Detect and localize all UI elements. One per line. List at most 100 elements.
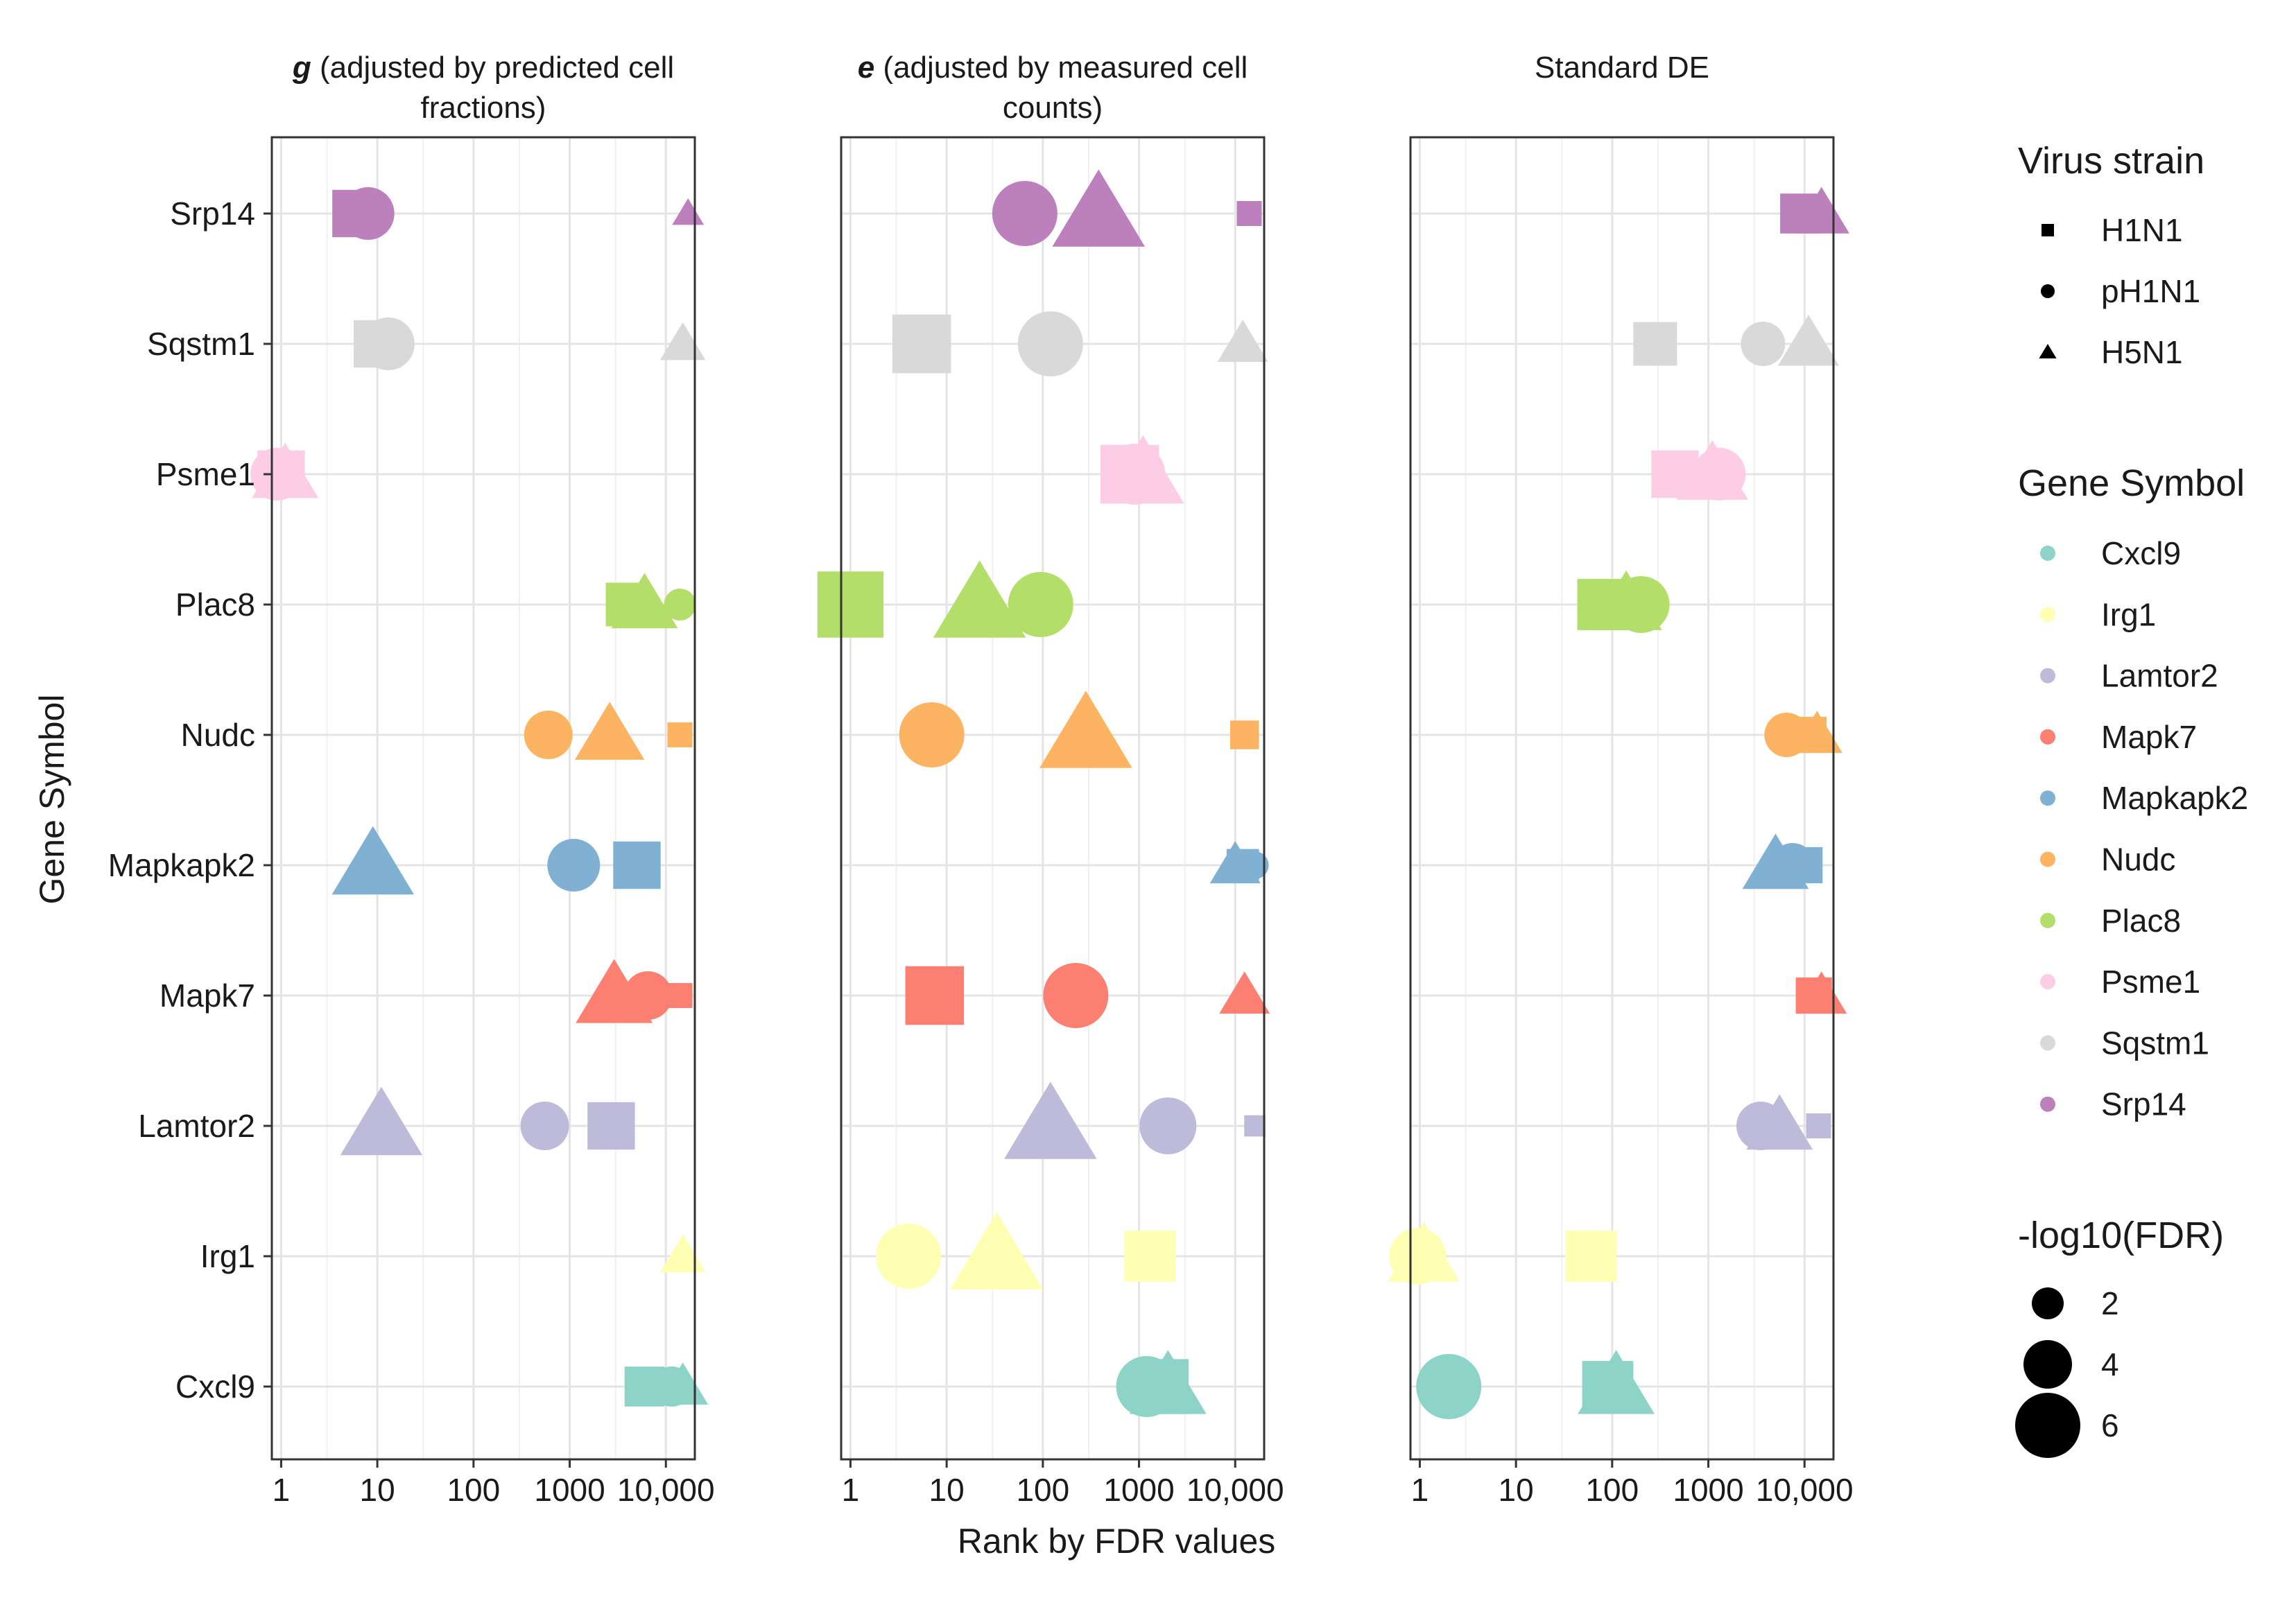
legend-swatch-irg1	[2040, 607, 2055, 623]
legend-gene-label: Irg1	[2101, 596, 2156, 632]
point-srp14-h5n1	[1052, 169, 1146, 247]
point-nudc-ph1n1	[524, 711, 573, 759]
point-nudc-h5n1	[1039, 691, 1132, 768]
legend-swatch-nudc	[2040, 851, 2055, 867]
point-lamtor2-h1n1	[587, 1102, 635, 1150]
legend-gene-label: Lamtor2	[2101, 658, 2218, 694]
legend-strain-title: Virus strain	[2018, 140, 2204, 182]
point-sqstm1-h1n1	[892, 314, 951, 374]
point-irg1-h1n1	[1565, 1231, 1616, 1282]
legend-strain-label: pH1N1	[2101, 273, 2200, 309]
point-plac8-ph1n1	[664, 589, 696, 620]
y-tick-label: Srp14	[170, 196, 255, 232]
legend-size-label: 6	[2101, 1407, 2119, 1443]
panel-border	[270, 136, 696, 1461]
point-lamtor2-h1n1	[1806, 1113, 1831, 1138]
point-lamtor2-h1n1	[1244, 1115, 1266, 1137]
legend-gene-label: Nudc	[2101, 842, 2175, 878]
point-lamtor2-ph1n1	[520, 1102, 569, 1150]
point-mapkapk2-ph1n1	[1241, 851, 1269, 879]
y-tick-label: Plac8	[175, 587, 255, 623]
panel-title: g (adjusted by predicted cell	[292, 51, 674, 85]
point-irg1-h5n1	[1388, 1222, 1460, 1282]
point-mapk7-h1n1	[905, 966, 965, 1025]
point-sqstm1-ph1n1	[361, 318, 415, 370]
point-cxcl9-h5n1	[1578, 1350, 1655, 1414]
y-axis-label: Gene Symbol	[33, 695, 71, 905]
point-lamtor2-h5n1	[340, 1086, 423, 1156]
x-tick-label: 10	[1499, 1472, 1534, 1508]
legend-size-circle	[2032, 1287, 2064, 1319]
point-plac8-h1n1	[817, 571, 884, 638]
y-tick-label: Mapk7	[159, 978, 255, 1014]
legend-size-title: -log10(FDR)	[2018, 1215, 2224, 1256]
x-tick-label: 100	[1016, 1472, 1069, 1508]
legend-gene-label: Sqstm1	[2101, 1025, 2209, 1061]
point-irg1-h5n1	[950, 1212, 1043, 1289]
panel-2: 1 10 100 1000 10,000 e (adjusted by measured …	[817, 51, 1284, 1508]
panel-title: Standard DE	[1535, 51, 1709, 85]
point-mapkapk2-ph1n1	[547, 839, 601, 892]
panel-title: e (adjusted by measured cell	[858, 51, 1248, 85]
y-tick-label: Sqstm1	[147, 326, 255, 362]
legend-gene-label: Srp14	[2101, 1086, 2186, 1122]
point-nudc-h5n1	[1791, 711, 1842, 754]
point-cxcl9-h5n1	[1129, 1350, 1207, 1414]
legend-gene-label: Mapk7	[2101, 719, 2197, 755]
point-psme1-ph1n1	[1693, 448, 1746, 501]
point-nudc-h1n1	[667, 722, 693, 747]
x-axis-label: Rank by FDR values	[958, 1522, 1276, 1561]
point-plac8-h5n1	[611, 573, 678, 629]
legend-swatch-plac8	[2040, 912, 2055, 928]
point-mapk7-h1n1	[667, 983, 693, 1008]
point-plac8-h5n1	[933, 560, 1026, 638]
x-tick-label: 10	[929, 1472, 965, 1508]
point-lamtor2-h5n1	[1004, 1082, 1097, 1159]
point-nudc-h5n1	[574, 702, 645, 760]
legend-swatch-mapk7	[2040, 729, 2055, 745]
point-mapk7-ph1n1	[1043, 963, 1109, 1028]
point-lamtor2-h5n1	[1746, 1094, 1813, 1150]
point-nudc-h1n1	[1229, 720, 1259, 749]
point-srp14-ph1n1	[341, 187, 395, 240]
point-plac8-ph1n1	[1612, 576, 1670, 633]
legend-gene-label: Mapkapk2	[2101, 780, 2248, 816]
point-srp14-h5n1	[672, 198, 705, 225]
y-tick-label: Nudc	[181, 717, 255, 753]
legend-swatch-srp14	[2040, 1096, 2055, 1112]
legend-size-circle	[2023, 1340, 2072, 1389]
point-sqstm1-h1n1	[1633, 322, 1677, 366]
y-tick-label: Irg1	[200, 1238, 255, 1274]
x-tick-label: 100	[447, 1472, 500, 1508]
panel-title-line2: fractions)	[421, 91, 546, 125]
point-sqstm1-h5n1	[1777, 315, 1840, 366]
legend-swatch-psme1	[2040, 974, 2055, 990]
legend-swatch-lamtor2	[2040, 668, 2055, 684]
legend-shape-ph1n1	[2041, 284, 2055, 298]
x-tick-label: 10	[360, 1472, 395, 1508]
point-sqstm1-h5n1	[1217, 320, 1268, 363]
point-mapk7-ph1n1	[623, 971, 673, 1020]
point-mapk7-h5n1	[1219, 971, 1270, 1014]
point-srp14-h1n1	[1236, 201, 1262, 226]
legend-size-label: 2	[2101, 1285, 2119, 1321]
x-tick-label: 1000	[1673, 1472, 1743, 1508]
point-cxcl9-ph1n1	[1416, 1354, 1482, 1419]
point-lamtor2-ph1n1	[1139, 1097, 1197, 1154]
x-tick-label: 1	[1411, 1472, 1429, 1508]
x-tick-label: 100	[1585, 1472, 1639, 1508]
legend-gene-label: Cxcl9	[2101, 535, 2181, 571]
panel-border	[840, 136, 1266, 1461]
point-sqstm1-ph1n1	[1017, 311, 1083, 376]
point-mapkapk2-h1n1	[1786, 846, 1823, 884]
legend-swatch-cxcl9	[2040, 546, 2055, 561]
legend-shape-h1n1	[2042, 224, 2054, 236]
x-tick-label: 1000	[1103, 1472, 1174, 1508]
panel-border	[1409, 136, 1835, 1461]
x-tick-label: 10,000	[1186, 1472, 1284, 1508]
point-sqstm1-ph1n1	[1741, 322, 1786, 366]
point-nudc-ph1n1	[899, 702, 965, 767]
y-tick-label: Psme1	[156, 456, 255, 492]
legend-gene-label: Plac8	[2101, 903, 2181, 939]
